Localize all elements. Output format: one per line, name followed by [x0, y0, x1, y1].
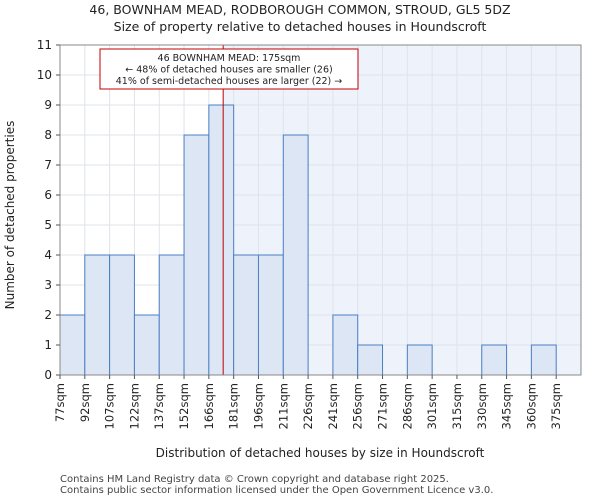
x-tick-label: 181sqm [227, 383, 241, 429]
annotation-line: 46 BOWNHAM MEAD: 175sqm [158, 53, 301, 64]
y-tick-label: 4 [44, 248, 52, 262]
chart-title: 46, BOWNHAM MEAD, RODBOROUGH COMMON, STR… [89, 2, 511, 17]
bar-166sqm [208, 104, 235, 376]
x-tick-label: 241sqm [326, 383, 340, 429]
x-tick-label: 107sqm [103, 383, 117, 429]
footer-licence: Contains public sector information licen… [60, 485, 494, 496]
x-tick-label: 345sqm [500, 383, 514, 429]
x-tick-label: 92sqm [78, 383, 92, 422]
x-tick-label: 301sqm [425, 383, 439, 429]
x-tick-label: 152sqm [177, 383, 191, 429]
bar-196sqm [257, 254, 284, 376]
y-tick-label: 0 [44, 368, 52, 382]
bar-152sqm [183, 134, 210, 376]
bar-256sqm [357, 344, 384, 376]
bar-360sqm [530, 344, 557, 376]
x-tick-label: 271sqm [376, 383, 390, 429]
x-axis-label: Distribution of detached houses by size … [156, 446, 485, 460]
x-tick-label: 315sqm [450, 383, 464, 429]
x-tick-label: 375sqm [549, 383, 563, 429]
y-tick-label: 6 [44, 188, 52, 202]
x-tick-label: 77sqm [53, 383, 67, 422]
annotation-line: 41% of semi-detached houses are larger (… [116, 76, 343, 87]
bar-107sqm [109, 254, 135, 376]
y-tick-label: 11 [37, 38, 52, 52]
y-tick-label: 8 [44, 128, 52, 142]
x-tick-label: 211sqm [276, 383, 290, 429]
bar-286sqm [406, 344, 433, 376]
y-tick-label: 10 [37, 68, 52, 82]
y-tick-label: 3 [44, 278, 52, 292]
x-tick-label: 256sqm [351, 383, 365, 429]
bar-211sqm [282, 134, 309, 376]
y-tick-label: 1 [44, 338, 52, 352]
x-tick-label: 166sqm [202, 383, 216, 429]
y-tick-label: 2 [44, 308, 52, 322]
chart-subtitle: Size of property relative to detached ho… [113, 19, 487, 34]
y-tick-label: 5 [44, 218, 52, 232]
x-tick-label: 196sqm [251, 383, 265, 429]
x-tick-label: 137sqm [152, 383, 166, 429]
x-tick-label: 330sqm [475, 383, 489, 429]
y-tick-label: 7 [44, 158, 52, 172]
bar-92sqm [84, 254, 111, 376]
bar-137sqm [158, 254, 185, 376]
x-tick-label: 286sqm [400, 383, 414, 429]
bar-77sqm [59, 314, 86, 376]
x-tick-label: 122sqm [127, 383, 141, 429]
annotation-line: ← 48% of detached houses are smaller (26… [125, 65, 332, 76]
plot-border [59, 44, 582, 376]
y-axis-label: Number of detached properties [3, 121, 17, 310]
footer-copyright: Contains HM Land Registry data © Crown c… [60, 474, 449, 485]
x-tick-label: 226sqm [301, 383, 315, 429]
bar-330sqm [481, 344, 508, 376]
bar-241sqm [332, 314, 359, 376]
x-tick-label: 360sqm [524, 383, 538, 429]
bar-122sqm [133, 314, 160, 376]
annotation-box [99, 48, 359, 90]
y-tick-label: 9 [44, 98, 52, 112]
bar-181sqm [233, 254, 259, 376]
